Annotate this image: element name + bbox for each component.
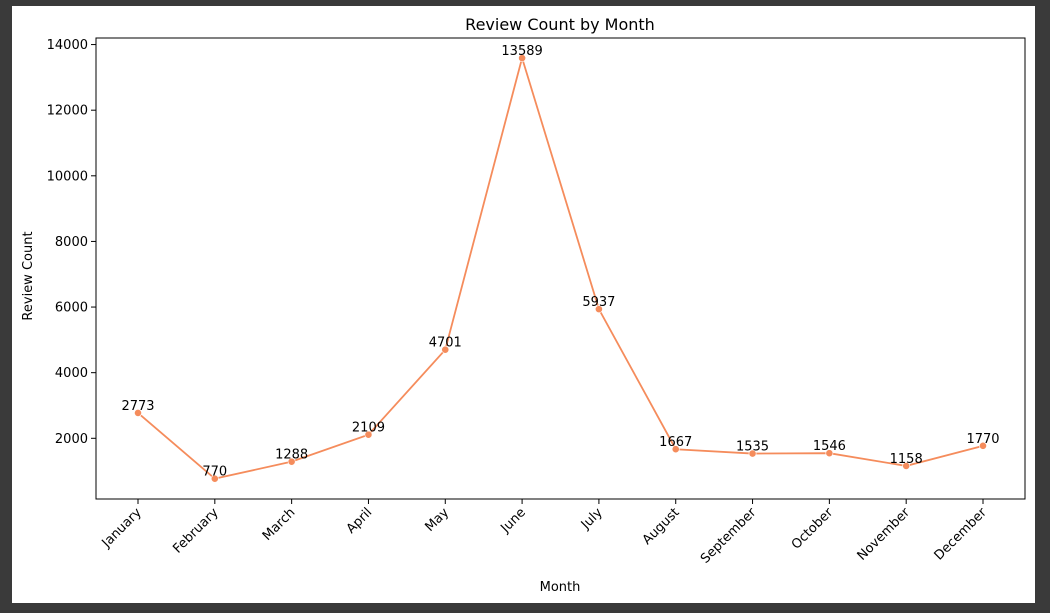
data-point [979,441,987,450]
x-tick-label: April [344,505,376,537]
x-tick-label: July [578,505,606,533]
data-point [210,474,219,483]
data-label: 1158 [890,452,923,467]
data-point [825,449,834,458]
data-label: 1546 [813,439,846,454]
data-point [364,430,373,439]
data-label: 1288 [275,448,308,463]
chart-title: Review Count by Month [465,15,655,34]
x-axis-title: Month [540,580,581,595]
data-label: 1667 [659,435,692,450]
x-tick-label: October [789,505,837,553]
y-tick-label: 4000 [55,366,88,381]
data-point [595,305,603,314]
y-tick-label: 14000 [47,38,88,53]
series-review-count [134,54,987,483]
y-axis: 2000 4000 6000 8000 10000 12000 14000 [47,38,96,447]
y-tick-label: 10000 [47,169,88,184]
x-tick-label: February [170,505,222,557]
data-label: 13589 [501,44,542,59]
x-tick-label: January [99,505,145,551]
data-point [518,54,526,62]
x-tick-label: December [932,505,991,564]
data-label: 5937 [582,295,615,310]
x-tick-label: August [640,505,683,548]
data-point [902,462,911,470]
series-line [137,54,984,480]
data-point [748,449,757,458]
chart-figure: Review Count by Month 2000 4000 6000 8000 10… [12,6,1035,603]
y-tick-label: 8000 [55,235,88,250]
data-point [287,457,296,466]
x-axis: January February March April May June July Augu… [99,499,991,567]
data-label: 770 [202,465,227,480]
y-tick-label: 6000 [55,301,88,316]
x-tick-label: September [698,505,760,567]
plot-area [95,37,1026,500]
data-label: 4701 [429,336,462,351]
data-point [134,409,142,417]
data-labels: 2773 770 1288 2109 4701 13589 5937 1667 1535 1546… [121,44,999,480]
y-tick-label: 2000 [55,432,88,447]
data-point [441,345,450,354]
data-label: 1770 [966,432,999,447]
line-chart: Review Count by Month 2000 4000 6000 8000 10… [21,15,1026,595]
data-label: 2773 [121,399,154,414]
x-tick-label: June [498,505,529,536]
x-tick-label: May [422,505,452,535]
y-axis-title: Review Count [21,231,36,320]
x-tick-label: November [855,505,914,564]
x-tick-label: March [260,505,299,544]
data-label: 2109 [352,421,385,436]
data-label: 1535 [736,440,769,455]
y-tick-label: 12000 [47,104,88,119]
data-point [671,445,680,454]
